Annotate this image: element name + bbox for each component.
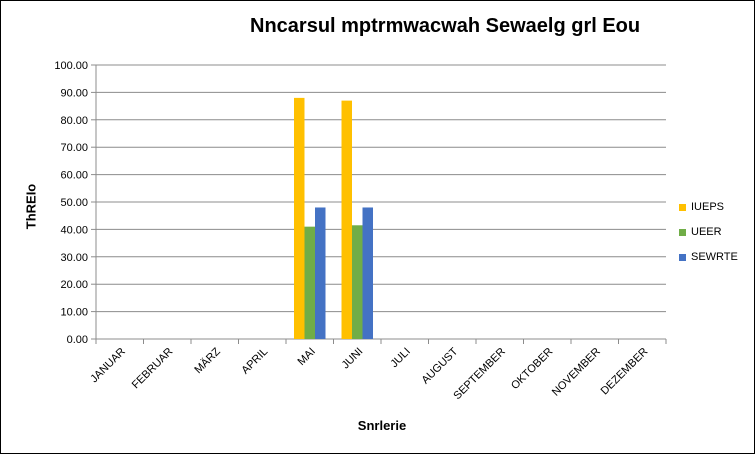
- legend-swatch: [679, 253, 686, 261]
- x-tick-label: JUNI: [340, 346, 366, 372]
- x-tick-label: MAI: [296, 346, 318, 368]
- y-tick-label: 10.00: [60, 307, 88, 319]
- x-tick-label: OKTOBER: [509, 346, 555, 392]
- y-tick-label: 60.00: [60, 170, 88, 182]
- bar-sewrte: [362, 207, 373, 339]
- bar-iueps: [341, 100, 352, 340]
- x-tick-label: FEBRUAR: [130, 346, 176, 392]
- legend-label: UEER: [691, 226, 722, 239]
- x-tick-label: JANUAR: [88, 346, 128, 386]
- legend-item: IUEPS: [679, 201, 724, 213]
- legend-item: UEER: [679, 226, 722, 238]
- y-tick-label: 0.00: [67, 334, 88, 346]
- x-tick-label: DEZEMBER: [599, 346, 651, 398]
- x-tick-label: MÄRZ: [192, 345, 223, 376]
- y-tick-label: 20.00: [60, 279, 88, 291]
- x-tick-label: JULI: [388, 346, 412, 370]
- x-tick-label: AUGUST: [419, 345, 460, 386]
- bar-ueer: [352, 225, 363, 339]
- y-tick-label: 30.00: [60, 252, 88, 264]
- y-tick-label: 50.00: [60, 197, 88, 209]
- legend-item: SEWRTE: [679, 251, 738, 263]
- x-tick-label: NOVEMBER: [550, 346, 603, 399]
- x-axis-label: Snrlerie: [357, 418, 407, 433]
- legend-swatch: [679, 228, 686, 236]
- y-tick-label: 100.00: [54, 60, 88, 72]
- bar-iueps: [294, 97, 305, 339]
- chart-title: Nncarsul mptrmwacwah Sewaelg grl Eou: [250, 15, 641, 37]
- y-tick-label: 40.00: [60, 224, 88, 236]
- y-tick-label: 80.00: [60, 115, 88, 127]
- y-tick-label: 70.00: [60, 142, 88, 154]
- legend-label: SEWRTE: [691, 251, 738, 264]
- y-tick-label: 90.00: [60, 87, 88, 99]
- bar-ueer: [304, 226, 315, 339]
- bar-sewrte: [315, 207, 326, 339]
- x-tick-label: APRIL: [239, 346, 270, 377]
- legend-swatch: [679, 203, 686, 211]
- legend-label: IUEPS: [691, 201, 725, 214]
